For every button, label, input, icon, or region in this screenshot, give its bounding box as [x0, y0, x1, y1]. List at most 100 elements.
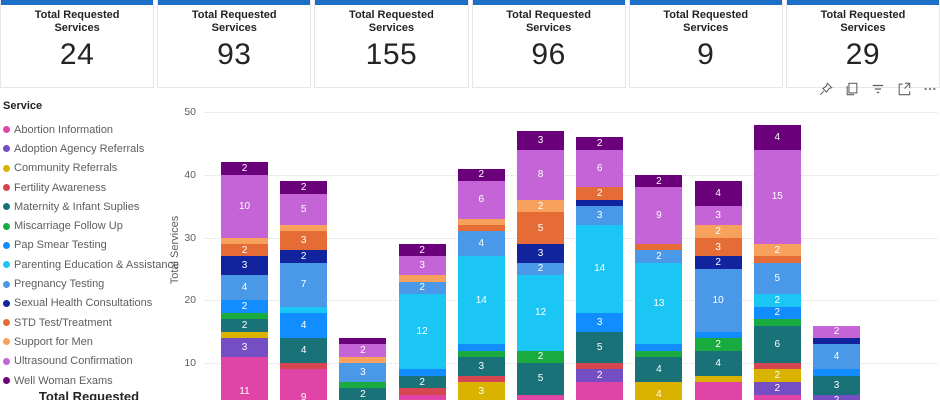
- bar-segment[interactable]: [280, 225, 328, 232]
- legend-item[interactable]: Well Woman Exams: [3, 371, 173, 390]
- legend-item[interactable]: Pap Smear Testing: [3, 236, 173, 255]
- bar-segment[interactable]: [280, 306, 328, 313]
- bar-segment[interactable]: [221, 237, 268, 244]
- pin-icon[interactable]: [818, 82, 834, 96]
- bar-segment[interactable]: 4: [694, 181, 742, 207]
- bar-segment[interactable]: [457, 218, 505, 226]
- bar-segment[interactable]: [398, 369, 446, 376]
- bar-segment[interactable]: 2: [398, 243, 446, 257]
- legend-item[interactable]: Ultrasound Confirmation: [3, 352, 173, 371]
- bar-segment[interactable]: 2: [398, 281, 446, 295]
- bar-segment[interactable]: 4: [221, 275, 268, 301]
- bar-segment[interactable]: 14: [457, 256, 505, 345]
- bar-segment[interactable]: 5: [753, 262, 801, 295]
- bar-segment[interactable]: 6: [576, 149, 624, 188]
- bar-segment[interactable]: 2: [753, 294, 801, 307]
- legend-item[interactable]: STD Test/Treatment: [3, 313, 173, 332]
- bar-segment[interactable]: [576, 199, 624, 207]
- bar-segment[interactable]: 2: [517, 350, 564, 364]
- bar-segment[interactable]: 2: [753, 369, 801, 383]
- bar-segment[interactable]: 2: [635, 250, 683, 263]
- bar-segment[interactable]: 3: [339, 363, 387, 383]
- legend-item[interactable]: Abortion Information: [3, 120, 173, 139]
- bar-segment[interactable]: 10: [694, 269, 742, 332]
- bar-segment[interactable]: 4: [280, 312, 328, 339]
- bar-segment[interactable]: 12: [398, 294, 446, 370]
- bar-segment[interactable]: 9: [280, 369, 328, 400]
- bar-segment[interactable]: [398, 388, 446, 395]
- bar-segment[interactable]: 2: [694, 225, 742, 238]
- bar-segment[interactable]: 2: [339, 344, 387, 357]
- bar-segment[interactable]: 5: [517, 363, 564, 395]
- bar-segment[interactable]: 2: [398, 375, 446, 389]
- bar-segment[interactable]: 3: [694, 206, 742, 226]
- bar-segment[interactable]: 3: [576, 206, 624, 226]
- bar-segment[interactable]: 5: [517, 212, 564, 244]
- bar-segment[interactable]: 2: [813, 325, 860, 339]
- bar-segment[interactable]: 8: [517, 149, 564, 200]
- bar-segment[interactable]: 2: [221, 243, 268, 257]
- bar-segment[interactable]: [457, 225, 505, 232]
- bar-segment[interactable]: 2: [576, 369, 624, 383]
- bar-segment[interactable]: 2: [457, 168, 505, 182]
- bar-segment[interactable]: [339, 356, 387, 364]
- bar-segment[interactable]: [457, 344, 505, 351]
- legend-item[interactable]: Support for Men: [3, 332, 173, 351]
- legend-item[interactable]: Community Referrals: [3, 159, 173, 178]
- bar-segment[interactable]: [221, 331, 268, 339]
- bar-segment[interactable]: 2: [753, 306, 801, 320]
- legend-item[interactable]: Pregnancy Testing: [3, 274, 173, 293]
- legend-item[interactable]: Maternity & Infant Suplies: [3, 197, 173, 216]
- bar-segment[interactable]: 3: [457, 356, 505, 376]
- bar-segment[interactable]: 3: [280, 231, 328, 251]
- bar-segment[interactable]: [339, 338, 387, 345]
- bar-segment[interactable]: [457, 375, 505, 383]
- bar-segment[interactable]: [635, 243, 683, 251]
- bar-segment[interactable]: 15: [753, 149, 801, 244]
- bar-segment[interactable]: [694, 375, 742, 383]
- bar-segment[interactable]: 2: [813, 394, 860, 400]
- bar-segment[interactable]: 5: [398, 394, 446, 400]
- bar-segment[interactable]: 3: [398, 256, 446, 276]
- legend-item[interactable]: Miscarriage Follow Up: [3, 216, 173, 235]
- bar-segment[interactable]: 9: [635, 187, 683, 244]
- bar-segment[interactable]: [280, 363, 328, 370]
- bar-segment[interactable]: 2: [517, 199, 564, 213]
- legend-item[interactable]: Sexual Health Consultations: [3, 294, 173, 313]
- bar-segment[interactable]: [221, 312, 268, 320]
- bar-segment[interactable]: 4: [280, 338, 328, 364]
- focus-mode-icon[interactable]: [896, 82, 912, 96]
- bar-segment[interactable]: 2: [280, 250, 328, 263]
- bar-segment[interactable]: 2: [694, 338, 742, 351]
- bar-segment[interactable]: 3: [221, 256, 268, 276]
- bar-segment[interactable]: 4: [635, 356, 683, 383]
- copy-icon[interactable]: [844, 82, 860, 96]
- filter-icon[interactable]: [870, 82, 886, 96]
- bar-segment[interactable]: 3: [457, 382, 505, 400]
- bar-segment[interactable]: 2: [221, 319, 268, 332]
- bar-segment[interactable]: 7: [694, 382, 742, 400]
- bar-segment[interactable]: [813, 338, 860, 345]
- bar-segment[interactable]: 2: [339, 388, 387, 400]
- bar-segment[interactable]: 6: [457, 181, 505, 219]
- bar-segment[interactable]: 2: [694, 256, 742, 269]
- bar-segment[interactable]: [694, 331, 742, 339]
- bar-segment[interactable]: 2: [753, 243, 801, 257]
- bar-segment[interactable]: 2: [221, 162, 268, 175]
- bar-segment[interactable]: [457, 350, 505, 357]
- bar-segment[interactable]: [576, 363, 624, 370]
- bar-segment[interactable]: 11: [221, 356, 268, 400]
- bar-segment[interactable]: 2: [635, 174, 683, 188]
- bar-segment[interactable]: 13: [635, 262, 683, 345]
- bar-segment[interactable]: 3: [694, 237, 742, 257]
- bar-segment[interactable]: [635, 344, 683, 351]
- bar-segment[interactable]: 4: [813, 344, 860, 370]
- legend-item[interactable]: Parenting Education & Assistance: [3, 255, 179, 274]
- bar-segment[interactable]: 2: [280, 181, 328, 194]
- bar-segment[interactable]: 7: [280, 262, 328, 307]
- bar-segment[interactable]: 5: [753, 394, 801, 400]
- bar-segment[interactable]: 2: [517, 262, 564, 276]
- bar-segment[interactable]: [753, 363, 801, 370]
- bar-segment[interactable]: 14: [576, 225, 624, 313]
- bar-segment[interactable]: 12: [517, 275, 564, 351]
